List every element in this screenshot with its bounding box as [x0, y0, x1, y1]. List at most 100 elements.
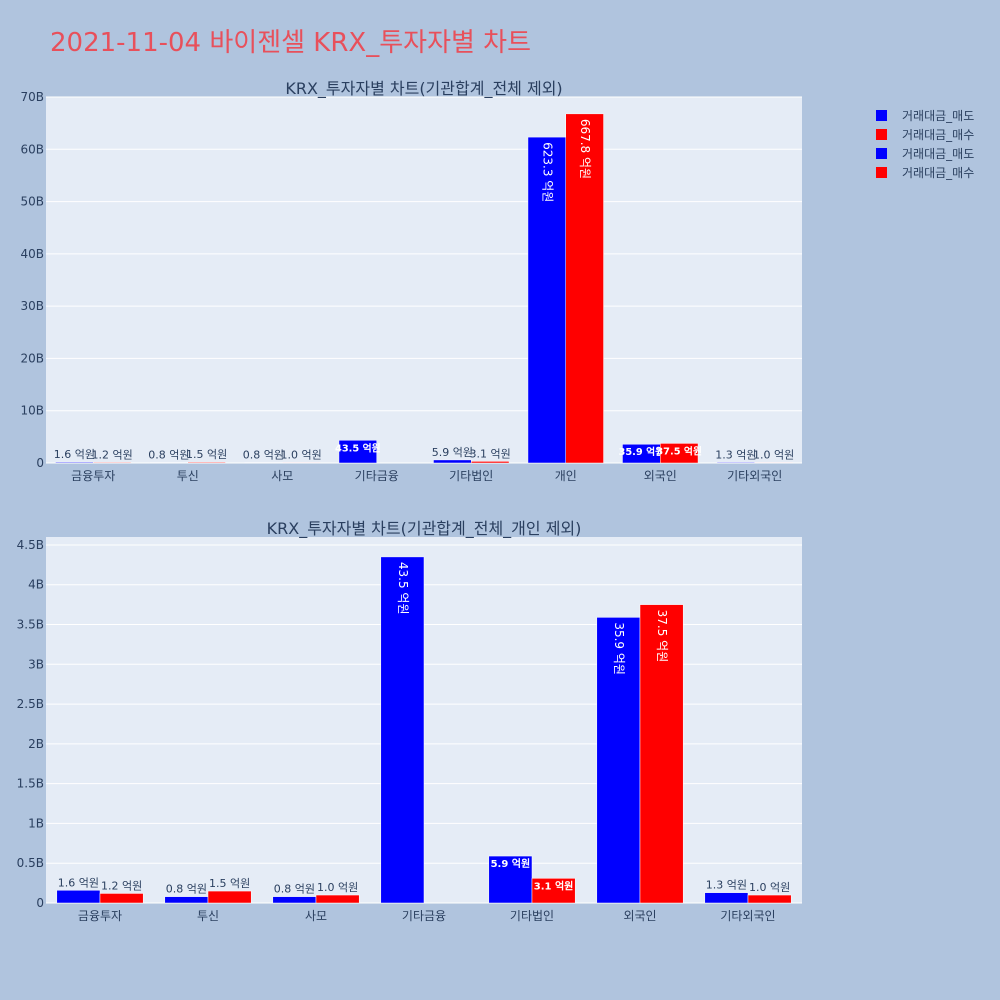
data-label: 1.0 억원: [749, 881, 790, 894]
data-label: 3.1 억원: [534, 879, 574, 892]
y-tick-label: 4.5B: [17, 538, 44, 552]
bar: [639, 604, 684, 904]
data-label: 1.5 억원: [209, 877, 250, 890]
bar: [164, 896, 209, 904]
data-label: 5.9 억원: [432, 446, 473, 459]
data-label: 1.0 억원: [317, 881, 358, 894]
data-label: 0.8 억원: [274, 883, 315, 896]
y-tick-label: 0: [36, 456, 44, 470]
x-tick-label: 기타금융: [355, 469, 399, 483]
x-tick-label: 개인: [555, 469, 577, 483]
x-tick-label: 기타외국인: [720, 909, 775, 923]
data-label: 1.2 억원: [92, 448, 133, 461]
bar: [207, 890, 252, 904]
data-label: 1.3 억원: [715, 448, 756, 461]
bar: [380, 556, 425, 904]
bar: [272, 896, 317, 904]
data-label: 35.9 억원: [612, 622, 626, 675]
data-label: 1.6 억원: [58, 876, 99, 889]
y-tick-label: 20B: [20, 351, 44, 365]
y-tick-label: 30B: [20, 299, 44, 313]
chart-title: KRX_투자자별 차트(기관합계_전체 제외): [285, 79, 562, 99]
data-label: 37.5 억원: [656, 444, 702, 457]
y-tick-label: 3.5B: [17, 618, 44, 632]
chart-title: KRX_투자자별 차트(기관합계_전체_개인 제외): [267, 519, 582, 539]
legend-item-label: 거래대금_매도: [902, 109, 974, 123]
plot-area: [46, 97, 802, 463]
data-label: 667.8 억원: [578, 119, 592, 179]
y-tick-label: 40B: [20, 247, 44, 261]
bar: [338, 440, 378, 464]
bar: [471, 461, 510, 464]
data-label: 43.5 억원: [396, 562, 410, 615]
legend-item-label: 거래대금_매수: [902, 166, 974, 180]
bar: [93, 462, 132, 464]
data-label: 1.6 억원: [54, 448, 95, 461]
bar: [488, 855, 533, 904]
y-tick-label: 1B: [28, 816, 44, 830]
bar: [716, 462, 756, 464]
bar: [99, 893, 144, 904]
x-tick-label: 사모: [305, 909, 327, 923]
y-tick-label: 2B: [28, 737, 44, 751]
legend-swatch: [876, 167, 887, 178]
x-tick-label: 기타금융: [402, 909, 446, 923]
data-label: 623.3 억원: [540, 142, 554, 202]
data-label: 0.8 억원: [243, 449, 284, 462]
data-label: 1.0 억원: [281, 448, 322, 461]
chart-2: 0 0.5B 1B 1.5B 2B 2.5B 3B 3.5B 4B 4.5B KRX_투자자별 차트…: [17, 519, 802, 923]
bar: [315, 894, 360, 904]
data-label: 35.9 억원: [619, 445, 665, 458]
legend-item-label: 거래대금_매수: [902, 128, 974, 142]
y-tick-label: 1.5B: [17, 777, 44, 791]
y-tick-label: 50B: [20, 195, 44, 209]
bar: [747, 894, 792, 904]
data-label: 5.9 억원: [491, 857, 531, 870]
x-tick-label: 사모: [271, 469, 293, 483]
bar: [282, 462, 321, 464]
x-tick-label: 기타법인: [510, 909, 554, 923]
bar: [56, 890, 101, 904]
data-label: 0.8 억원: [166, 883, 207, 896]
y-tick-label: 70B: [20, 90, 44, 104]
x-tick-label: 금융투자: [78, 909, 122, 923]
x-tick-label: 기타법인: [449, 469, 493, 483]
bar: [531, 878, 576, 904]
y-tick-label: 3B: [28, 657, 44, 671]
legend-swatch: [876, 110, 887, 121]
data-label: 43.5 억원: [335, 441, 381, 454]
data-label: 1.0 억원: [753, 448, 794, 461]
y-tick-label: 4B: [28, 578, 44, 592]
x-tick-label: 금융투자: [71, 469, 115, 483]
bar: [660, 443, 699, 464]
x-tick-label: 투신: [197, 909, 219, 923]
legend-swatch: [876, 129, 887, 140]
legend-swatch: [876, 148, 887, 159]
data-label: 1.5 억원: [186, 448, 227, 461]
data-label: 1.2 억원: [101, 879, 142, 892]
data-label: 1.3 억원: [706, 879, 747, 892]
bar: [704, 892, 749, 904]
x-tick-label: 외국인: [623, 909, 656, 923]
y-tick-label: 60B: [20, 142, 44, 156]
data-label: 37.5 억원: [655, 610, 669, 663]
bar: [55, 461, 94, 464]
legend-item-label: 거래대금_매도: [902, 147, 974, 161]
x-tick-label: 외국인: [644, 469, 677, 483]
bar: [596, 617, 641, 904]
y-tick-label: 0.5B: [17, 856, 44, 870]
chart-1: 0 10B 20B 30B 40B 50B 60B 70B KRX_투자자별 차트(기관합계_전…: [20, 79, 802, 483]
bar: [565, 113, 604, 464]
data-label: 3.1 억원: [470, 447, 511, 460]
x-tick-label: 투신: [177, 469, 199, 483]
data-label: 0.8 억원: [148, 449, 189, 462]
y-tick-label: 2.5B: [17, 697, 44, 711]
y-tick-label: 0: [36, 896, 44, 910]
bar: [433, 459, 472, 464]
bar: [754, 462, 793, 464]
bar: [187, 461, 226, 464]
x-tick-label: 기타외국인: [727, 469, 782, 483]
y-tick-label: 10B: [20, 404, 44, 418]
